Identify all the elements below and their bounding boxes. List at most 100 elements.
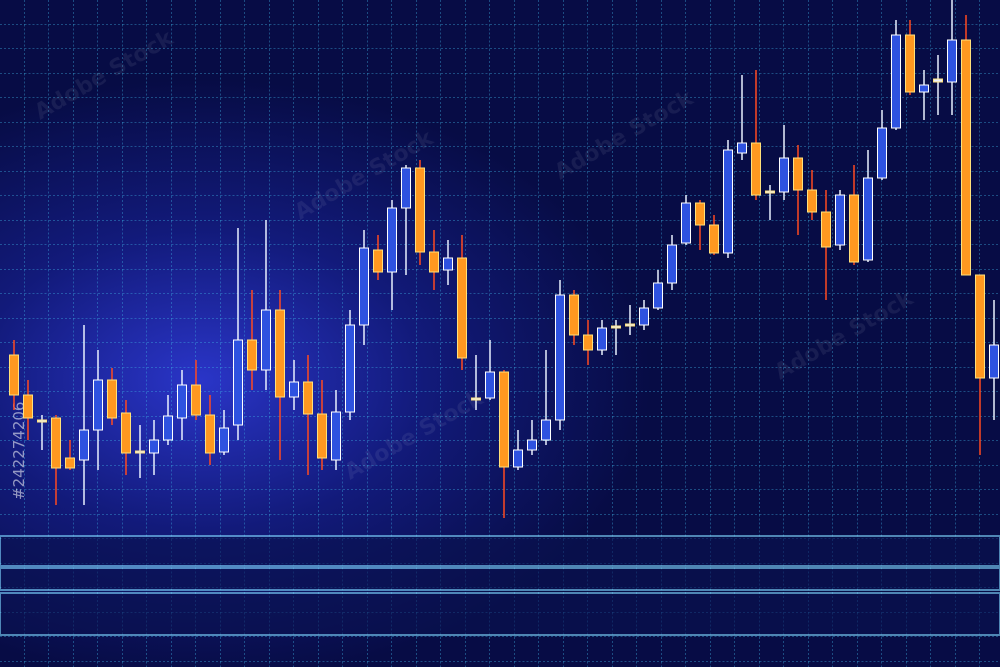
candle-body (149, 439, 159, 454)
candle (765, 185, 775, 220)
candle (23, 380, 33, 440)
candle-body (513, 449, 523, 468)
candle-body (709, 224, 719, 254)
candle (835, 190, 845, 250)
candle-body (331, 411, 341, 461)
candle-body (751, 142, 761, 196)
candle-body (989, 344, 999, 379)
candle (499, 370, 509, 518)
candle (51, 415, 61, 505)
candle-body (821, 211, 831, 248)
candle (205, 395, 215, 465)
candle-body (443, 257, 453, 271)
candle-body (303, 381, 313, 415)
panel (0, 592, 1000, 636)
candle-body (905, 34, 915, 93)
candle-body (667, 244, 677, 284)
candle-body (261, 309, 271, 371)
candle-body (247, 339, 257, 371)
candle-body (471, 397, 481, 401)
candle-body (933, 78, 943, 83)
candle (905, 20, 915, 95)
candle-body (163, 415, 173, 441)
candle-body (359, 247, 369, 326)
candle (681, 195, 691, 245)
candle (121, 400, 131, 475)
candle (373, 235, 383, 280)
candle-body (961, 39, 971, 276)
candle (135, 425, 145, 478)
candle-body (947, 39, 957, 83)
candle (107, 368, 117, 425)
candle (779, 125, 789, 200)
candle (65, 440, 75, 470)
candle (597, 320, 607, 355)
candle-body (37, 419, 47, 423)
candle (527, 420, 537, 455)
candle-body (877, 127, 887, 179)
candle-body (919, 84, 929, 93)
candle-body (233, 339, 243, 426)
candle-body (387, 207, 397, 273)
candle (261, 220, 271, 390)
candle-body (485, 371, 495, 399)
candle (485, 340, 495, 400)
candle-body (93, 379, 103, 431)
candle (471, 355, 481, 410)
candle-body (569, 294, 579, 336)
candle-body (79, 429, 89, 461)
candle-body (807, 189, 817, 213)
candle-body (499, 371, 509, 468)
candle (191, 360, 201, 420)
candle (37, 415, 47, 450)
candle-body (583, 334, 593, 351)
candle (751, 70, 761, 200)
candle-body (849, 194, 859, 263)
candle-body (975, 274, 985, 379)
image-id: #242274206 (10, 402, 28, 500)
candle-body (107, 379, 117, 419)
candle (975, 274, 985, 455)
candle (737, 75, 747, 160)
candle-body (373, 249, 383, 273)
candle-body (177, 384, 187, 419)
candle-body (65, 457, 75, 469)
candle-body (527, 439, 537, 451)
candle-body (835, 194, 845, 246)
candle (79, 325, 89, 505)
candle-body (205, 414, 215, 454)
candle (891, 20, 901, 130)
candle (443, 240, 453, 285)
candle-body (415, 167, 425, 253)
candle (807, 170, 817, 220)
candle-body (191, 384, 201, 416)
candle (625, 305, 635, 335)
candle (359, 230, 369, 345)
candle-body (793, 157, 803, 191)
candle (513, 430, 523, 470)
candle (947, 0, 957, 115)
candle (317, 380, 327, 470)
candle (863, 150, 873, 262)
candle (667, 235, 677, 290)
candle-body (611, 325, 621, 329)
candle (289, 360, 299, 410)
candle (989, 300, 999, 420)
candle-body (275, 309, 285, 398)
candle (163, 395, 173, 445)
candle-body (541, 419, 551, 441)
candle-body (345, 324, 355, 413)
candle-body (219, 427, 229, 453)
candle (961, 15, 971, 276)
candle-body (653, 282, 663, 309)
candle-body (681, 202, 691, 244)
candle-body (723, 149, 733, 254)
candle (877, 110, 887, 180)
candle-body (639, 307, 649, 326)
candle (345, 310, 355, 420)
candle (849, 165, 859, 265)
candle-body (457, 257, 467, 359)
candle (387, 200, 397, 310)
candle (177, 370, 187, 440)
candle (919, 70, 929, 120)
